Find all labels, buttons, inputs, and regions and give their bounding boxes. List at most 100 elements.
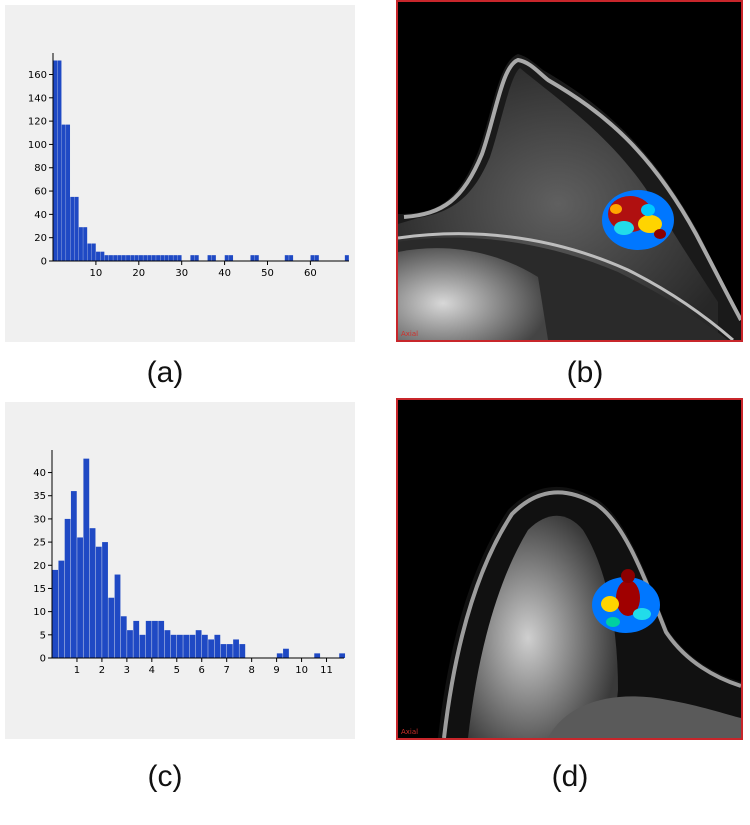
- caption-a: (a): [146, 356, 184, 389]
- hist-c-bar: [83, 458, 90, 658]
- hist-c-bar: [220, 644, 227, 658]
- hist-c-x-tick-label: 11: [320, 665, 333, 676]
- hist-a-y-tick-label: 40: [34, 210, 47, 221]
- hist-c-x-tick-label: 3: [124, 665, 130, 676]
- hist-c-bar: [195, 630, 202, 658]
- hist-c-bar: [139, 634, 146, 658]
- hist-c-bar: [183, 634, 190, 658]
- hist-c-x-tick-label: 6: [199, 665, 205, 676]
- hist-c-bar: [120, 616, 127, 658]
- hist-c-x-tick-label: 1: [74, 665, 80, 676]
- hist-c-bar: [233, 639, 239, 658]
- hist-a-bar: [314, 255, 319, 261]
- hist-c-bar: [214, 634, 221, 658]
- hist-a-y-tick-label: 160: [28, 70, 47, 81]
- hist-a-bar: [57, 60, 62, 261]
- hist-a-y-tick-label: 140: [28, 93, 47, 104]
- hist-a-bar: [289, 255, 294, 261]
- hist-c-x-tick-label: 9: [273, 665, 279, 676]
- hist-c-y-tick-label: 10: [33, 607, 46, 618]
- hist-a-bar: [138, 255, 143, 261]
- caption-d: (d): [551, 760, 589, 793]
- hist-c-x-tick-label: 5: [174, 665, 180, 676]
- hist-a-y-tick-label: 60: [34, 187, 47, 198]
- hist-a-bar: [229, 255, 234, 261]
- hist-c-bar: [339, 653, 346, 658]
- hist-c-y-tick-label: 35: [33, 491, 46, 502]
- histogram-c-panel: 0 5 10 15 20 25 30 35 40 1 2 3 4 5 6 7 8 9 10 11: [5, 402, 355, 739]
- hist-c-x-tick-label: 2: [99, 665, 105, 676]
- hist-c-bar: [70, 491, 77, 658]
- hist-a-bar: [70, 196, 75, 261]
- histogram-c-chart: 0 5 10 15 20 25 30 35 40 1 2 3 4 5 6 7 8 9 10 11: [33, 450, 346, 676]
- hist-c-bar: [133, 620, 140, 658]
- hist-a-bar: [117, 255, 122, 261]
- hist-a-bar: [74, 196, 79, 261]
- hist-a-bar: [143, 255, 148, 261]
- mri-scan-b-graphic: [397, 54, 743, 342]
- hist-c-bar: [152, 620, 158, 658]
- hist-c-y-tick-label: 40: [33, 468, 46, 479]
- hist-c-bar: [226, 644, 233, 658]
- hist-a-x-tick-label: 20: [132, 268, 145, 279]
- hist-c-y-tick-label: 0: [40, 654, 46, 665]
- mri-image-b: Axial: [396, 0, 743, 342]
- hist-a-bar: [130, 255, 135, 261]
- hist-c-bar: [239, 644, 246, 658]
- hist-c-y-tick-label: 5: [40, 630, 46, 641]
- hist-a-bar: [177, 255, 182, 261]
- hist-c-bar: [145, 620, 152, 658]
- mri-scan-d-graphic: [438, 486, 742, 739]
- hist-c-bar: [276, 653, 283, 658]
- histogram-a-chart: 0 20 40 60 80 100 120 140 160 10 20 30 40 50 60: [28, 53, 349, 279]
- hist-a-bar: [164, 255, 169, 261]
- hist-c-bar: [314, 653, 321, 658]
- hist-c-x-tick-label: 10: [295, 665, 308, 676]
- hist-c-y-tick-label: 30: [33, 514, 46, 525]
- hist-c-bar: [114, 574, 121, 658]
- hist-c-bar: [77, 537, 83, 658]
- hist-a-bar: [173, 255, 178, 261]
- hist-a-bar: [194, 255, 199, 261]
- hist-a-x-tick-label: 30: [175, 268, 188, 279]
- hist-a-bar: [254, 255, 259, 261]
- hist-a-bar: [83, 227, 88, 261]
- caption-b: (b): [566, 356, 604, 389]
- hist-c-bar: [189, 634, 196, 658]
- hist-c-x-tick-label: 7: [224, 665, 230, 676]
- hist-a-bar: [113, 255, 118, 261]
- hist-c-y-tick-label: 15: [33, 584, 46, 595]
- hist-c-bar: [58, 560, 65, 658]
- hist-a-y-tick-label: 20: [34, 233, 47, 244]
- hist-a-bar: [61, 124, 66, 262]
- hist-a-bar: [310, 255, 315, 261]
- hist-a-bar: [53, 60, 58, 261]
- histogram-a-panel: 0 20 40 60 80 100 120 140 160 10 20 30 40 50 60: [5, 5, 355, 342]
- hist-a-bar: [250, 255, 255, 261]
- hist-c-bar: [177, 634, 183, 658]
- caption-c: (c): [147, 760, 183, 793]
- mri-label-d: Axial: [401, 728, 419, 736]
- hist-a-x-tick-label: 50: [261, 268, 274, 279]
- hist-a-bar: [147, 255, 152, 261]
- hist-a-bar: [87, 243, 92, 261]
- hist-c-bar: [208, 639, 215, 658]
- hist-c-bar: [89, 528, 96, 658]
- mri-image-d: Axial: [396, 398, 743, 740]
- hist-c-bar: [108, 597, 115, 658]
- hist-a-bar: [224, 255, 229, 261]
- hist-a-x-tick-label: 40: [218, 268, 231, 279]
- hist-a-bar: [156, 255, 161, 261]
- hist-c-y-tick-label: 25: [33, 538, 46, 549]
- hist-a-y-tick-label: 80: [34, 163, 47, 174]
- hist-a-x-tick-label: 10: [90, 268, 103, 279]
- hist-c-bar: [102, 542, 108, 658]
- hist-a-bar: [207, 255, 212, 261]
- hist-a-bar: [78, 227, 83, 261]
- hist-a-bar: [91, 243, 96, 261]
- hist-a-bar: [168, 255, 173, 261]
- hist-a-bar: [344, 255, 349, 261]
- hist-c-y-tick-label: 20: [33, 561, 46, 572]
- hist-a-bar: [211, 255, 216, 261]
- hist-a-bar: [134, 255, 139, 261]
